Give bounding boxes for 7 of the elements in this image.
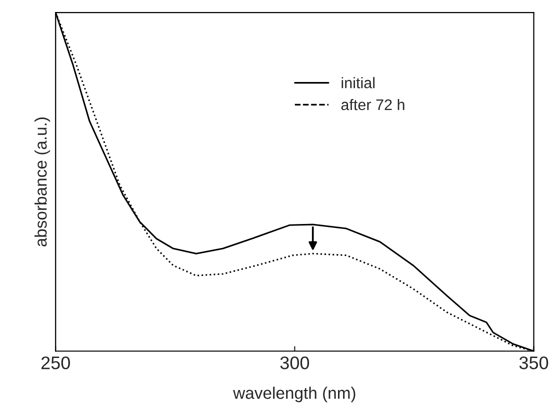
- x-tick-label: 250: [41, 356, 70, 370]
- legend-label: after 72 h: [341, 98, 404, 110]
- legend-label: initial: [342, 77, 374, 88]
- x-axis-title: wavelength (nm): [233, 386, 356, 402]
- x-tick-label: 300: [280, 356, 310, 370]
- x-tick-label: 350: [519, 356, 548, 370]
- y-axis-title: absorbance (a.u.): [34, 118, 50, 246]
